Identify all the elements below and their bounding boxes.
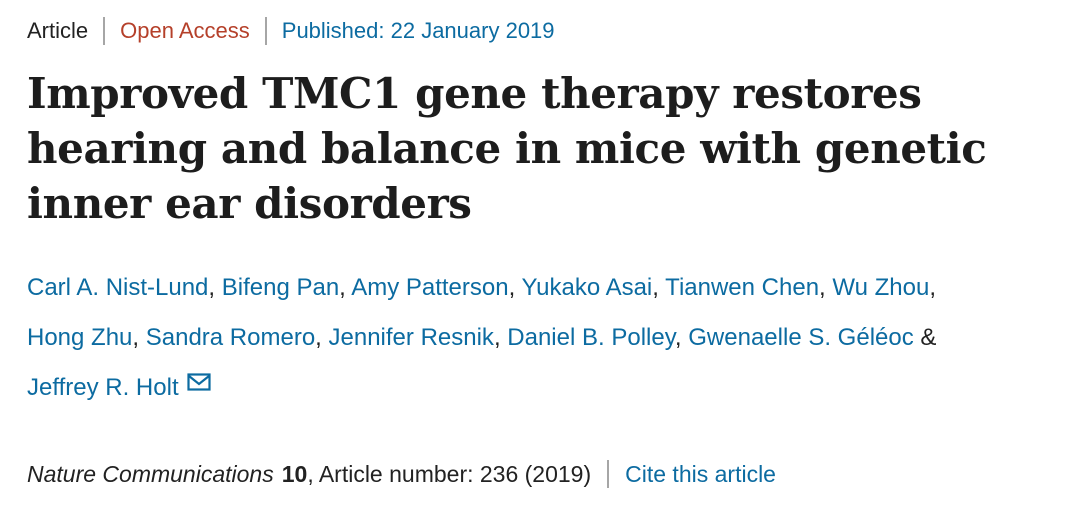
author-separator: , — [315, 324, 322, 351]
author-link[interactable]: Gwenaelle S. Géléoc — [688, 324, 914, 351]
title-line: hearing and balance in mice with genetic — [27, 124, 987, 173]
separator-bar — [103, 17, 106, 45]
citation-row: Nature Communications 10, Article number… — [27, 459, 1053, 489]
author-link[interactable]: Sandra Romero — [145, 324, 316, 351]
cite-this-article-link[interactable]: Cite this article — [625, 461, 776, 487]
author-link[interactable]: Hong Zhu — [27, 324, 133, 351]
article-header-page: Article Open Access Published: 22 Januar… — [27, 16, 1053, 489]
title-line: inner ear disorders — [27, 179, 472, 228]
journal-name: Nature Communications — [27, 461, 274, 487]
open-access-link[interactable]: Open Access — [120, 18, 250, 43]
author-separator: , — [652, 274, 659, 301]
article-number: , Article number: 236 (2019) — [307, 461, 592, 487]
author-link[interactable]: Wu Zhou — [832, 274, 930, 301]
separator-bar — [264, 17, 267, 45]
author-link[interactable]: Jeffrey R. Holt — [27, 374, 179, 401]
author-link[interactable]: Jennifer Resnik — [328, 324, 494, 351]
author-link[interactable]: Tianwen Chen — [665, 274, 820, 301]
author-separator: , — [929, 274, 936, 301]
published-date: Published: 22 January 2019 — [281, 18, 555, 43]
author-separator: , — [508, 274, 516, 301]
volume-number: 10 — [281, 461, 308, 487]
title-line: Improved TMC1 gene therapy restores — [27, 69, 922, 118]
author-separator: , — [674, 324, 682, 351]
author-link[interactable]: Bifeng Pan — [221, 274, 340, 301]
author-link[interactable]: Carl A. Nist-Lund — [27, 274, 209, 301]
author-separator: , — [208, 274, 216, 301]
author-separator: , — [339, 274, 346, 301]
author-link[interactable]: Daniel B. Polley — [507, 324, 675, 351]
article-type-label: Article — [27, 18, 89, 43]
article-meta-row: Article Open Access Published: 22 Januar… — [27, 16, 1053, 46]
author-separator: , — [819, 274, 826, 301]
author-separator: , — [132, 324, 140, 351]
separator-bar — [607, 460, 610, 488]
author-link[interactable]: Yukako Asai — [521, 274, 653, 301]
author-list: Carl A. Nist-Lund, Bifeng Pan, Amy Patte… — [27, 263, 1053, 413]
author-link[interactable]: Amy Patterson — [351, 274, 509, 301]
envelope-icon[interactable] — [187, 373, 211, 401]
ampersand: & — [920, 324, 937, 351]
envelope-icon-graphic — [187, 373, 211, 391]
author-separator: , — [493, 324, 501, 351]
article-title: Improved TMC1 gene therapy restores hear… — [27, 66, 1053, 231]
